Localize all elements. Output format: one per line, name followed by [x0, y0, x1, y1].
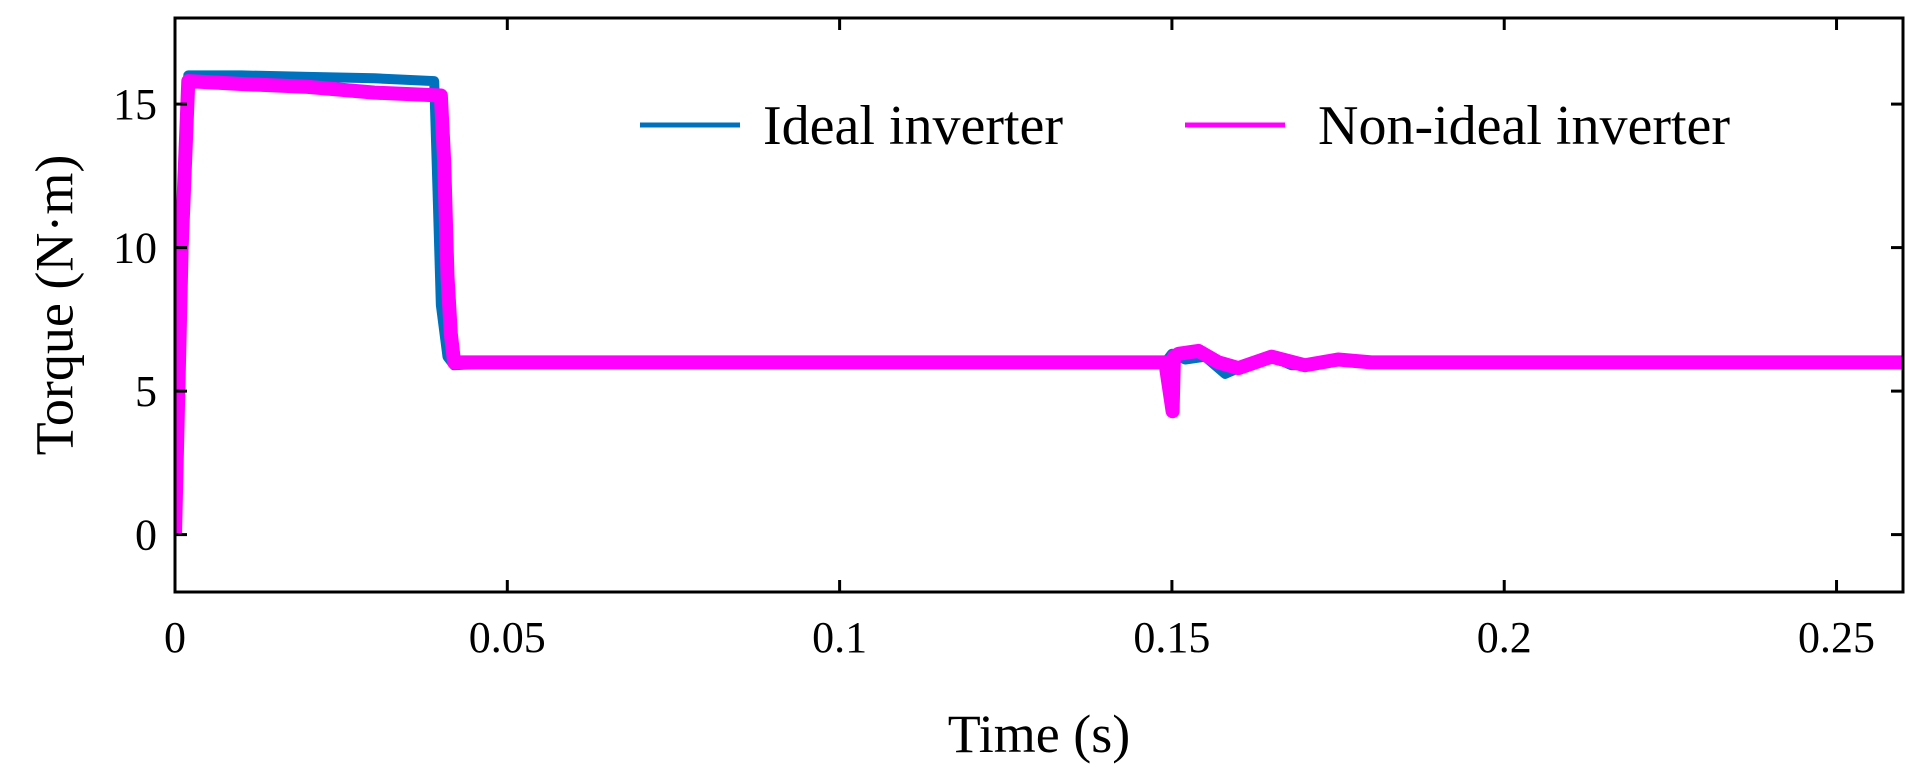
- x-tick-label: 0.25: [1798, 613, 1875, 662]
- x-tick-label: 0.05: [469, 613, 546, 662]
- legend-label-2: Non-ideal inverter: [1318, 95, 1730, 157]
- axis-ticks: [173, 18, 1903, 592]
- legend-label-1: Ideal inverter: [763, 95, 1063, 157]
- x-tick-label: 0.1: [812, 613, 867, 662]
- axis-tick-labels: 0 0.05 0.1 0.15 0.2 0.25 0 5 10 15: [113, 80, 1875, 662]
- series-traces: [175, 70, 1903, 535]
- series-line-2: [175, 74, 1903, 535]
- legend: Ideal inverter Non-ideal inverter: [640, 95, 1730, 157]
- y-tick-label: 0: [135, 511, 157, 560]
- y-axis-label: Torque (N·m): [24, 155, 84, 456]
- x-tick-label: 0.15: [1133, 613, 1210, 662]
- y-tick-label: 15: [113, 80, 157, 129]
- x-tick-label: 0: [164, 613, 186, 662]
- plot-area-frame: [173, 16, 1905, 594]
- x-axis-label: Time (s): [948, 704, 1131, 764]
- y-tick-label: 10: [113, 224, 157, 273]
- x-tick-label: 0.2: [1477, 613, 1532, 662]
- y-tick-label: 5: [135, 367, 157, 416]
